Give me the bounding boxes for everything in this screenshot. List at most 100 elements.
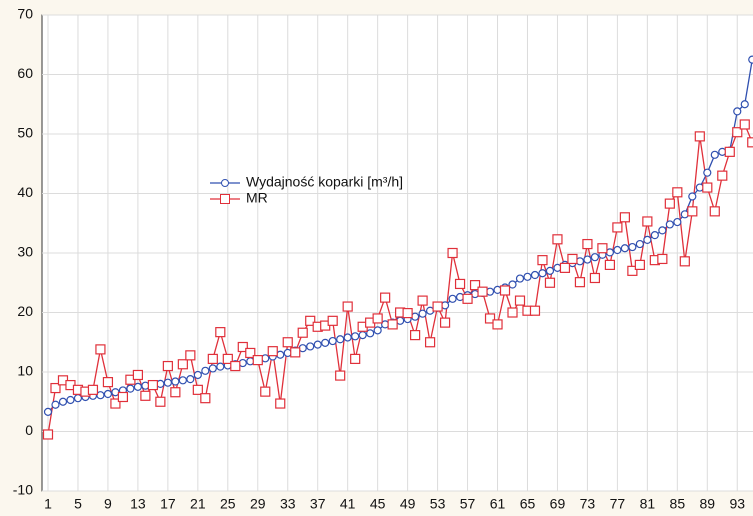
marker	[642, 216, 653, 227]
marker	[410, 330, 421, 341]
x-tick-label: 85	[670, 496, 686, 512]
marker	[604, 259, 616, 270]
marker	[687, 206, 698, 217]
marker	[694, 131, 705, 142]
series-lines	[42, 55, 753, 440]
marker	[523, 272, 532, 281]
marker	[290, 347, 301, 358]
marker	[664, 198, 675, 209]
x-tick-label: 1	[44, 496, 52, 512]
marker	[619, 212, 630, 223]
marker	[178, 376, 187, 385]
marker	[552, 234, 563, 245]
marker	[574, 277, 586, 288]
marker	[492, 319, 503, 330]
marker	[177, 359, 188, 370]
marker	[133, 382, 142, 391]
x-tick-label: 73	[580, 496, 596, 512]
y-tick-label: -10	[13, 482, 33, 498]
marker	[717, 170, 728, 181]
marker	[469, 280, 481, 291]
marker	[162, 360, 173, 372]
marker	[514, 295, 526, 306]
marker	[216, 362, 225, 371]
marker	[477, 286, 488, 297]
x-tick-label: 13	[130, 496, 146, 512]
marker	[163, 378, 172, 387]
marker	[627, 265, 638, 276]
marker	[140, 390, 151, 401]
marker	[50, 382, 61, 394]
tick-labels: -10 0 10 20 30 40 50 60 70 1 5 9 13 17 21 25 29 33 37 41 45 4…	[13, 6, 745, 512]
marker	[747, 137, 753, 148]
y-tick-label: 20	[17, 303, 33, 319]
marker	[673, 217, 682, 227]
x-tick-label: 89	[700, 496, 716, 512]
marker	[193, 370, 202, 380]
marker	[350, 353, 361, 365]
marker	[170, 387, 181, 398]
marker	[222, 353, 233, 365]
marker	[208, 364, 217, 373]
marker	[739, 119, 750, 130]
marker	[343, 333, 352, 342]
marker	[230, 360, 241, 372]
marker	[612, 222, 623, 233]
marker	[58, 397, 68, 406]
x-tick-label: 81	[640, 496, 656, 512]
marker	[590, 253, 600, 262]
marker	[103, 389, 113, 399]
marker	[597, 243, 608, 254]
marker	[126, 384, 135, 393]
marker	[702, 182, 713, 193]
marker	[567, 253, 578, 265]
marker	[709, 206, 720, 217]
marker	[448, 294, 457, 303]
x-tick-label: 25	[220, 496, 236, 512]
marker	[321, 338, 330, 347]
marker	[665, 220, 674, 229]
marker	[439, 317, 451, 328]
x-tick-label: 17	[160, 496, 176, 512]
marker	[613, 245, 622, 255]
marker	[117, 391, 129, 403]
marker	[282, 337, 293, 348]
marker	[380, 292, 391, 303]
marker	[201, 366, 210, 375]
y-tick-label: 0	[25, 422, 33, 438]
marker	[432, 301, 443, 312]
marker	[559, 262, 571, 273]
legend-label: MR	[246, 190, 268, 206]
marker	[544, 277, 556, 288]
marker	[306, 342, 315, 351]
x-tick-label: 33	[280, 496, 296, 512]
marker	[447, 247, 458, 259]
grid	[42, 14, 753, 492]
marker	[87, 384, 99, 395]
x-tick-label: 37	[310, 496, 326, 512]
marker	[387, 319, 398, 330]
x-tick-label: 53	[430, 496, 446, 512]
legend-marker	[221, 179, 229, 187]
marker	[66, 395, 75, 405]
marker	[237, 341, 248, 353]
marker	[538, 269, 547, 278]
marker	[42, 429, 54, 440]
marker	[171, 377, 180, 386]
marker	[688, 192, 697, 201]
marker	[530, 270, 540, 280]
marker	[679, 256, 690, 267]
marker	[252, 355, 263, 366]
marker	[583, 255, 592, 264]
marker	[110, 398, 121, 409]
marker	[147, 379, 158, 391]
marker	[582, 238, 593, 250]
marker	[620, 244, 629, 253]
x-tick-label: 69	[550, 496, 566, 512]
y-tick-label: 10	[17, 363, 33, 379]
marker	[215, 327, 226, 338]
marker	[95, 344, 106, 355]
marker	[342, 301, 353, 312]
